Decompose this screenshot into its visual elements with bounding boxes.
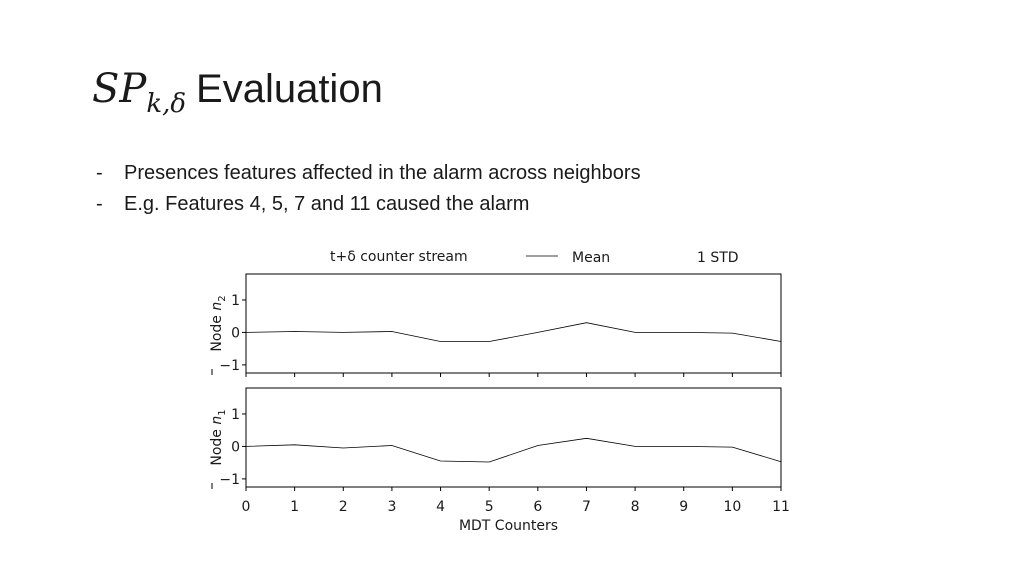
x-axis-label: MDT Counters [459,518,558,534]
xtick-label: 6 [533,499,542,515]
xtick-label: 1 [290,499,299,515]
title-subscript: k,δ [146,89,187,119]
subplot-2-ytick-label: 0 [231,439,240,455]
xtick-label: 3 [387,499,396,515]
subplot-1-ylabel: Node n2 [209,295,228,351]
bullet-text: Presences features affected in the alarm… [124,162,641,184]
subplot-2-frame [245,387,782,488]
bullet-item: - E.g. Features 4, 5, 7 and 11 caused th… [96,189,641,220]
subplot-2-ytick-label: 1 [231,407,240,423]
bullet-text: E.g. Features 4, 5, 7 and 11 caused the … [124,193,530,215]
xtick-label: 8 [631,499,640,515]
title-text: Evaluation [196,67,383,111]
legend-label-stream: t+δ counter stream [330,249,468,265]
bullet-marker: - [96,193,103,215]
xtick-label: 4 [436,499,445,515]
xtick-label: 5 [485,499,494,515]
subplot-2-ylabel: Node n1 [209,409,228,465]
subplot-2-series-mean-line [245,437,782,463]
xtick-label: 10 [723,499,741,515]
title-math: SP [92,66,147,112]
xtick-label: 0 [242,499,251,515]
xtick-label: 7 [582,499,591,515]
legend-label-std: 1 STD [697,250,739,266]
subplot-2-ytick-label: −1 [219,472,240,488]
xtick-label: 9 [679,499,688,515]
legend-label-mean: Mean [572,250,610,266]
bullet-item: - Presences features affected in the ala… [96,158,641,189]
bullet-marker: - [96,162,103,184]
bullet-list: - Presences features affected in the ala… [96,158,641,220]
xtick-label: 11 [772,499,790,515]
subplot-1-ytick-label: −1 [219,358,240,374]
subplot-1-ytick-label: 1 [231,293,240,309]
slide-title: SPk,δ Evaluation [92,66,383,126]
subplot-1-frame [245,273,782,374]
subplot-1-ytick-label: 0 [231,325,240,341]
xtick-label: 2 [339,499,348,515]
subplot-1-series-mean-line [245,322,782,342]
